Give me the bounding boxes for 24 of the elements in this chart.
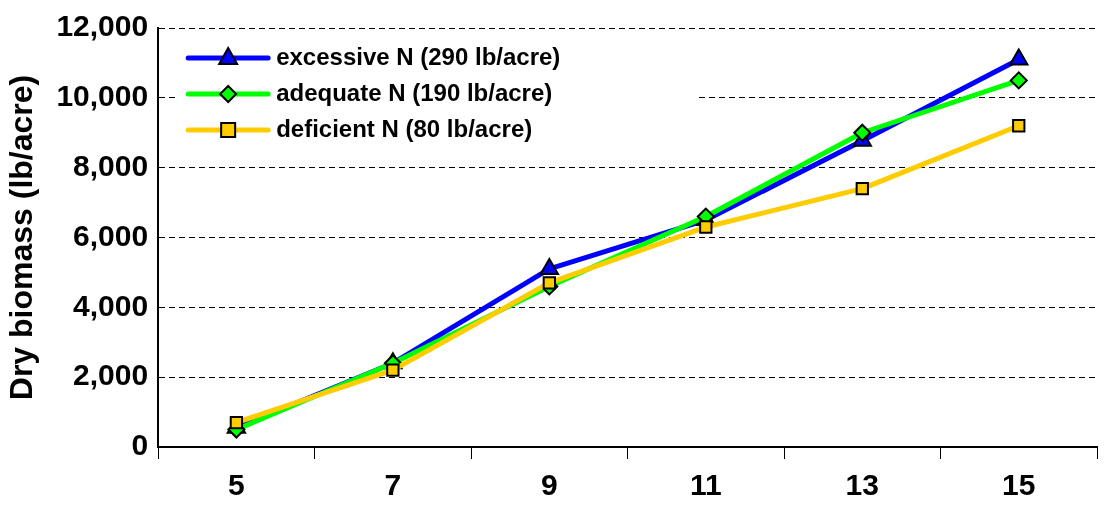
x-tick-label: 15	[1002, 468, 1036, 502]
legend-label: excessive N (290 lb/acre)	[276, 42, 561, 70]
point	[853, 123, 872, 142]
legend-label: adequate N (190 lb/acre)	[276, 78, 553, 106]
x-tick-label: 11	[689, 468, 722, 502]
y-tick-label: 8,000	[73, 148, 149, 182]
point	[386, 363, 400, 377]
x-tick-label: 7	[384, 468, 402, 502]
legend-label: deficient N (80 lb/acre)	[276, 114, 533, 142]
point	[542, 276, 556, 290]
point	[1012, 119, 1026, 133]
y-tick-label: 10,000	[56, 79, 149, 113]
point	[1009, 71, 1028, 90]
y-tick-label: 12,000	[56, 9, 149, 43]
point	[699, 220, 713, 234]
y-tick-label: 6,000	[73, 218, 149, 252]
x-tick-label: 5	[228, 468, 245, 502]
y-tick-label: 2,000	[73, 358, 149, 392]
point	[855, 181, 869, 196]
y-tick-label: 4,000	[73, 288, 149, 322]
y-axis-title: Dry biomass (lb/acre)	[3, 74, 40, 401]
x-tick-label: 13	[845, 468, 879, 502]
y-tick-label: 0	[131, 428, 149, 462]
x-tick-label: 9	[541, 468, 558, 502]
